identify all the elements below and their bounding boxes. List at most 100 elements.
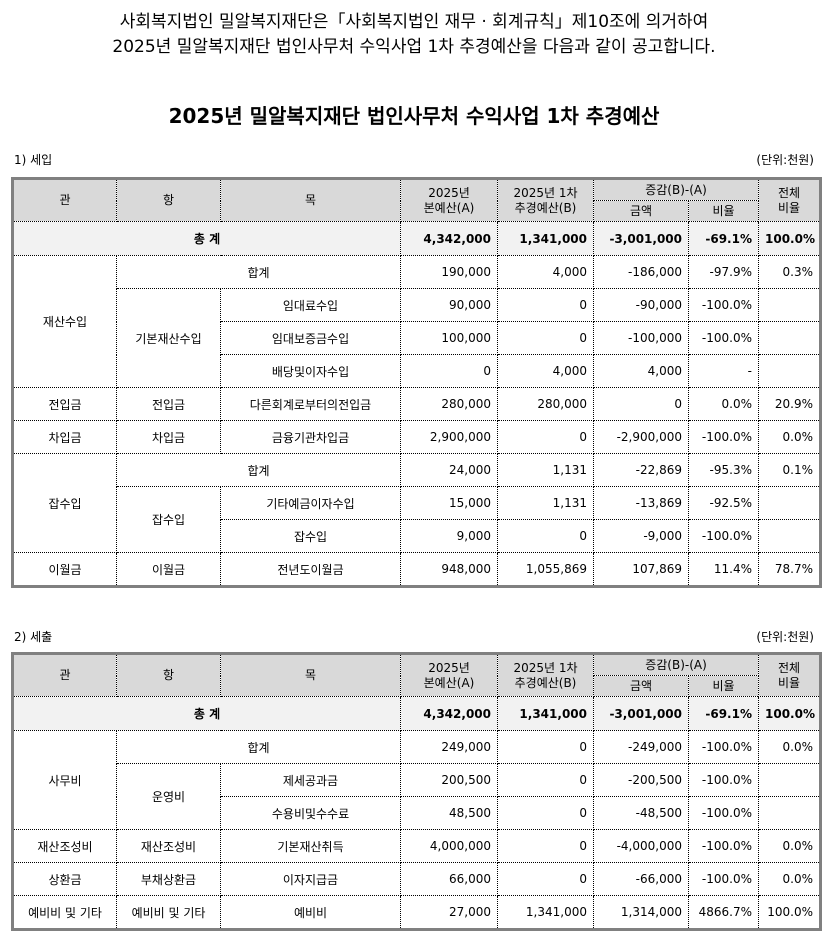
item-budget-a: 4,000,000 [400, 829, 498, 863]
table-row: 예비비 및 기타 예비비 및 기타 예비비 27,000 1,341,000 1,314,… [12, 895, 821, 930]
total-share: 100.0% [758, 221, 821, 256]
total-budget-a: 4,342,000 [400, 221, 498, 256]
subtotal-label: 합계 [116, 453, 401, 487]
mok-cell: 임대료수입 [220, 288, 401, 322]
item-diff-amount: 107,869 [593, 552, 689, 587]
header-budget-a-line-2: 본예산(A) [423, 200, 475, 215]
total-diff-rate: -69.1% [688, 221, 759, 256]
header-budget-b: 2025년 1차 추경예산(B) [497, 653, 594, 697]
item-budget-b: 1,055,869 [497, 552, 594, 587]
header-diff-amount: 금액 [593, 200, 689, 222]
subtotal-share: 0.0% [758, 730, 821, 764]
item-budget-a: 948,000 [400, 552, 498, 587]
table-row: 전입금 전입금 다른회계로부터의전입금 280,000 280,000 0 0.0% 20.9… [12, 387, 821, 421]
item-budget-b: 4,000 [497, 354, 594, 388]
item-budget-a: 90,000 [400, 288, 498, 322]
header-budget-a: 2025년 본예산(A) [400, 653, 498, 697]
hang-cell: 전입금 [116, 387, 221, 421]
total-budget-b: 1,341,000 [497, 221, 594, 256]
item-budget-a: 200,500 [400, 763, 498, 797]
item-diff-amount: -48,500 [593, 796, 689, 830]
total-diff-amount: -3,001,000 [593, 221, 689, 256]
item-budget-a: 9,000 [400, 519, 498, 553]
item-budget-b: 0 [497, 796, 594, 830]
header-mok: 목 [220, 653, 401, 697]
item-budget-b: 0 [497, 763, 594, 797]
total-budget-a: 4,342,000 [400, 696, 498, 731]
item-budget-a: 15,000 [400, 486, 498, 520]
header-budget-a-line-1: 2025년 [428, 185, 470, 200]
subtotal-diff-amount: -249,000 [593, 730, 689, 764]
subtotal-row: 잡수입 합계 24,000 1,131 -22,869 -95.3% 0.1% [12, 453, 821, 553]
notice-line-2: 2025년 밀알복지재단 법인사무처 수익사업 1차 추경예산을 다음과 같이 … [112, 37, 716, 57]
gwan-cell: 잡수입 [12, 453, 117, 553]
header-mok: 목 [220, 178, 401, 222]
table-row: 차입금 차입금 금융기관차입금 2,900,000 0 -2,900,000 -100.0%… [12, 420, 821, 454]
table-row: 운영비 제세공과금 200,500 0 -200,500 -100.0% [13, 763, 821, 830]
header-share-line-2: 비율 [777, 675, 801, 690]
total-row: 총 계 4,342,000 1,341,000 -3,001,000 -69.1% 100… [12, 696, 821, 731]
header-budget-b-line-1: 2025년 1차 [513, 185, 578, 200]
header-diff-rate: 비율 [688, 200, 759, 222]
item-diff-rate: -100.0% [688, 321, 759, 355]
item-diff-rate: -92.5% [688, 486, 759, 520]
mok-cell: 기타예금이자수입 [220, 486, 401, 520]
item-diff-amount: 0 [593, 387, 689, 421]
gwan-cell: 재산조성비 [12, 829, 117, 863]
header-hang: 항 [116, 178, 221, 222]
subtotal-budget-b: 4,000 [497, 255, 594, 289]
item-budget-a: 48,500 [400, 796, 498, 830]
item-diff-rate: -100.0% [688, 288, 759, 322]
hang-cell: 예비비 및 기타 [116, 895, 221, 930]
header-gwan: 관 [12, 178, 117, 222]
expense-table: 관 항 목 2025년 본예산(A) 2025년 1차 추경예산(B) 증감(B)-(A) 전체… [11, 652, 822, 931]
mok-cell: 잡수입 [220, 519, 401, 553]
item-share: 0.0% [758, 862, 821, 896]
header-budget-a-line-2: 본예산(A) [423, 675, 475, 690]
mok-cell: 기본재산취득 [220, 829, 401, 863]
item-diff-amount: -66,000 [593, 862, 689, 896]
header-share: 전체 비율 [758, 653, 821, 697]
hang-cell: 잡수입 [116, 486, 221, 553]
item-budget-b: 0 [497, 862, 594, 896]
header-share-line-1: 전체 [777, 185, 801, 200]
revenue-section-label: 1) 세입 [14, 153, 53, 167]
header-budget-b: 2025년 1차 추경예산(B) [497, 178, 594, 222]
item-budget-a: 0 [400, 354, 498, 388]
header-share-line-2: 비율 [777, 200, 801, 215]
item-share: 0.0% [758, 829, 821, 863]
table-row: 잡수입 기타예금이자수입 15,000 1,131 -13,869 -92.5% [13, 486, 821, 553]
gwan-cell: 이월금 [12, 552, 117, 587]
table-row: 배당및이자수입 0 4,000 4,000- [13, 354, 821, 388]
header-budget-b-line-1: 2025년 1차 [513, 660, 578, 675]
gwan-cell: 상환금 [12, 862, 117, 896]
table-row: 수용비및수수료 48,500 0 -48,500 -100.0% [13, 796, 821, 830]
subtotal-budget-b: 1,131 [497, 453, 594, 487]
subtotal-budget-a: 249,000 [400, 730, 498, 764]
item-share [758, 354, 821, 388]
subtotal-share: 0.1% [758, 453, 821, 487]
item-diff-rate: -100.0% [688, 519, 759, 553]
total-budget-b: 1,341,000 [497, 696, 594, 731]
hang-cell: 운영비 [116, 763, 221, 830]
item-share: 100.0% [758, 895, 821, 930]
item-diff-rate: -100.0% [688, 796, 759, 830]
item-budget-b: 0 [497, 519, 594, 553]
item-share [758, 288, 821, 322]
mok-cell: 임대보증금수입 [220, 321, 401, 355]
header-share-line-1: 전체 [777, 660, 801, 675]
mok-cell: 수용비및수수료 [220, 796, 401, 830]
item-diff-rate: 4866.7% [688, 895, 759, 930]
item-diff-amount: -90,000 [593, 288, 689, 322]
item-share [758, 796, 821, 830]
total-diff-rate: -69.1% [688, 696, 759, 731]
item-budget-a: 280,000 [400, 387, 498, 421]
gwan-cell: 사무비 [12, 730, 117, 830]
gwan-cell: 차입금 [12, 420, 117, 454]
expense-section-label: 2) 세출 [14, 630, 53, 644]
item-diff-amount: 1,314,000 [593, 895, 689, 930]
table-row: 재산조성비 재산조성비 기본재산취득 4,000,000 0 -4,000,000 -100… [12, 829, 821, 863]
table-row: 상환금 부채상환금 이자지급금 66,000 0 -66,000 -100.0% 0.0% [12, 862, 821, 896]
header-row: 관 항 목 2025년 본예산(A) 2025년 1차 추경예산(B) 증감(B)-(A) 전체… [12, 178, 821, 222]
subtotal-diff-rate: -100.0% [688, 730, 759, 764]
